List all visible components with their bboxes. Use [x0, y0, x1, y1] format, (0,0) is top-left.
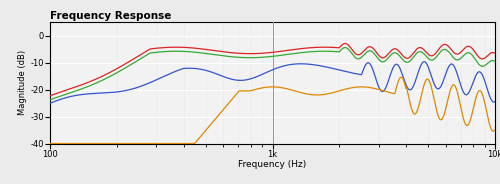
Text: Frequency Response: Frequency Response	[50, 11, 172, 21]
Y-axis label: Magnitude (dB): Magnitude (dB)	[18, 50, 28, 115]
X-axis label: Frequency (Hz): Frequency (Hz)	[238, 160, 306, 169]
